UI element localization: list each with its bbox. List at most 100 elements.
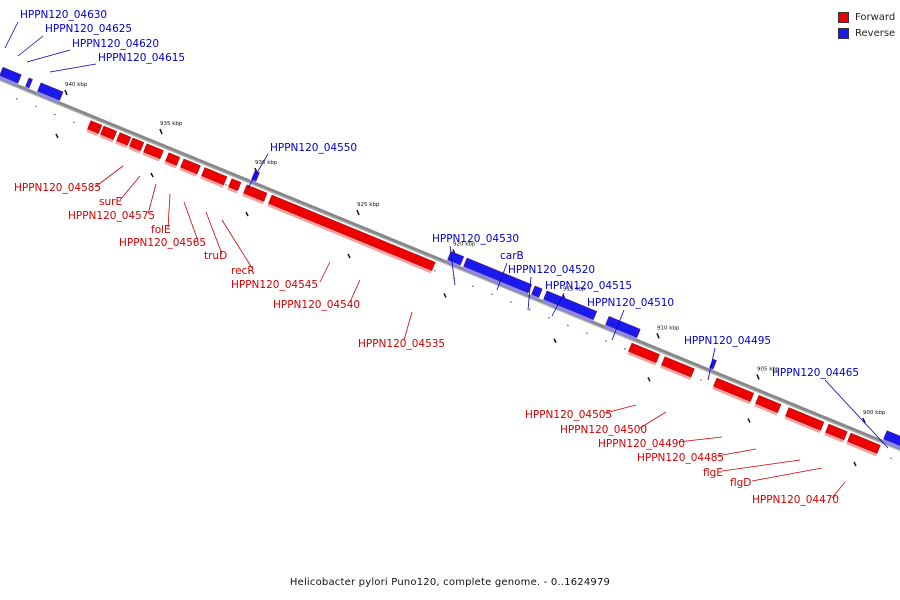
reverse-gene-10	[882, 430, 900, 451]
legend-forward-label: Forward	[855, 11, 896, 23]
kbp-label: 905 kbp	[757, 366, 780, 372]
label-hppn120-04495: HPPN120_04495	[684, 335, 771, 347]
forward-gene-2	[115, 132, 132, 149]
label-hppn120-04535: HPPN120_04535	[358, 338, 445, 350]
forward-gene-16	[784, 407, 825, 434]
gene-body	[447, 251, 465, 266]
leader-hppn120-04530	[449, 245, 456, 286]
leader-trud	[205, 211, 223, 255]
gene-body	[228, 178, 242, 191]
legend-reverse: Reverse	[838, 25, 895, 41]
minor-tick	[472, 285, 474, 288]
label-hppn120-04490: HPPN120_04490	[598, 438, 685, 450]
leader-hppn120-04535	[403, 311, 413, 341]
label-flge: flgE	[703, 467, 723, 479]
minor-tick	[73, 121, 75, 124]
label-trud: truD	[204, 250, 227, 262]
kbp-label: 925 kbp	[357, 202, 380, 208]
gene-body	[661, 356, 695, 378]
gene-body	[243, 184, 268, 202]
forward-gene-14	[712, 377, 755, 405]
label-hppn120-04565: HPPN120_04565	[119, 237, 206, 249]
reverse-gene-0	[0, 66, 22, 86]
gene-body	[180, 158, 201, 175]
leader-hppn120-04575	[147, 183, 157, 215]
gene-body	[543, 290, 598, 320]
minor-tick	[434, 269, 436, 272]
gene-body	[785, 407, 825, 431]
leader-hppn120-04615	[49, 63, 97, 73]
major-tick	[862, 417, 866, 424]
leader-hppn120-04550	[247, 153, 269, 189]
label-hppn120-04505: HPPN120_04505	[525, 409, 612, 421]
minor-tick	[548, 316, 550, 319]
forward-gene-11	[412, 254, 436, 274]
label-hppn120-04510: HPPN120_04510	[587, 297, 674, 309]
genome-caption: Helicobacter pylori Puno120, complete ge…	[289, 577, 611, 588]
kbp-label: 920 kbp	[453, 241, 476, 247]
major-tick-lower	[647, 376, 651, 382]
gene-body	[755, 395, 782, 413]
gene-body	[605, 316, 641, 338]
minor-tick	[35, 105, 37, 108]
minor-tick	[529, 308, 531, 311]
major-tick-lower	[150, 172, 154, 178]
forward-gene-5	[164, 152, 181, 169]
leader-hppn120-04565	[183, 201, 199, 242]
gene-body	[143, 143, 164, 159]
major-tick	[756, 374, 760, 380]
leader-hppn120-04510	[611, 309, 625, 341]
forward-gene-0	[86, 120, 103, 137]
gene-body	[100, 125, 118, 140]
reverse-gene-1	[24, 77, 33, 91]
minor-tick	[567, 324, 569, 327]
forward-gene-17	[824, 423, 848, 443]
gene-body	[129, 137, 145, 151]
legend-forward: Forward	[838, 9, 895, 25]
leader-hppn120-04465	[824, 379, 889, 449]
label-hppn120-04465: HPPN120_04465	[772, 367, 859, 379]
leader-hppn120-04515	[551, 292, 565, 317]
label-hppn120-04500: HPPN120_04500	[560, 424, 647, 436]
leader-hppn120-04505	[604, 404, 637, 414]
forward-gene-15	[754, 395, 782, 416]
major-tick	[64, 89, 68, 96]
gene-body	[628, 342, 660, 363]
reverse-gene-8	[604, 316, 641, 341]
label-hppn120-04530: HPPN120_04530	[432, 233, 519, 245]
leader-hppn120-04620	[26, 49, 71, 63]
leader-flge	[721, 459, 801, 472]
forward-gene-9	[242, 184, 268, 205]
major-tick-lower	[443, 293, 447, 298]
minor-tick	[700, 379, 702, 381]
label-sure: surE	[99, 196, 122, 208]
minor-tick	[510, 301, 512, 303]
gene-body	[165, 152, 181, 166]
label-hppn120-04520: HPPN120_04520	[508, 264, 595, 276]
gene-features	[0, 66, 900, 457]
gene-body	[25, 77, 33, 88]
minor-tick	[586, 332, 588, 335]
minor-tick	[624, 347, 626, 350]
gene-body	[201, 167, 228, 186]
legend: Forward Reverse	[838, 9, 895, 41]
legend-forward-swatch	[838, 11, 849, 23]
major-tick-lower	[853, 461, 857, 467]
label-hppn120-04625: HPPN120_04625	[45, 23, 132, 35]
forward-gene-7	[200, 167, 228, 188]
kbp-label: 935 kbp	[160, 121, 183, 127]
leader-flgd	[751, 467, 823, 482]
forward-gene-1	[99, 125, 118, 143]
leader-fole	[167, 193, 171, 229]
major-tick	[356, 209, 360, 216]
legend-reverse-label: Reverse	[855, 27, 896, 39]
label-carb: carB	[500, 250, 524, 262]
kbp-label: 910 kbp	[657, 325, 680, 331]
leader-sure	[119, 175, 141, 201]
major-tick-lower	[747, 418, 751, 423]
gene-body	[0, 66, 22, 84]
gene-body	[883, 430, 900, 448]
minor-tick	[225, 183, 227, 186]
leader-hppn120-04540	[349, 279, 361, 303]
forward-gene-12	[627, 342, 660, 366]
